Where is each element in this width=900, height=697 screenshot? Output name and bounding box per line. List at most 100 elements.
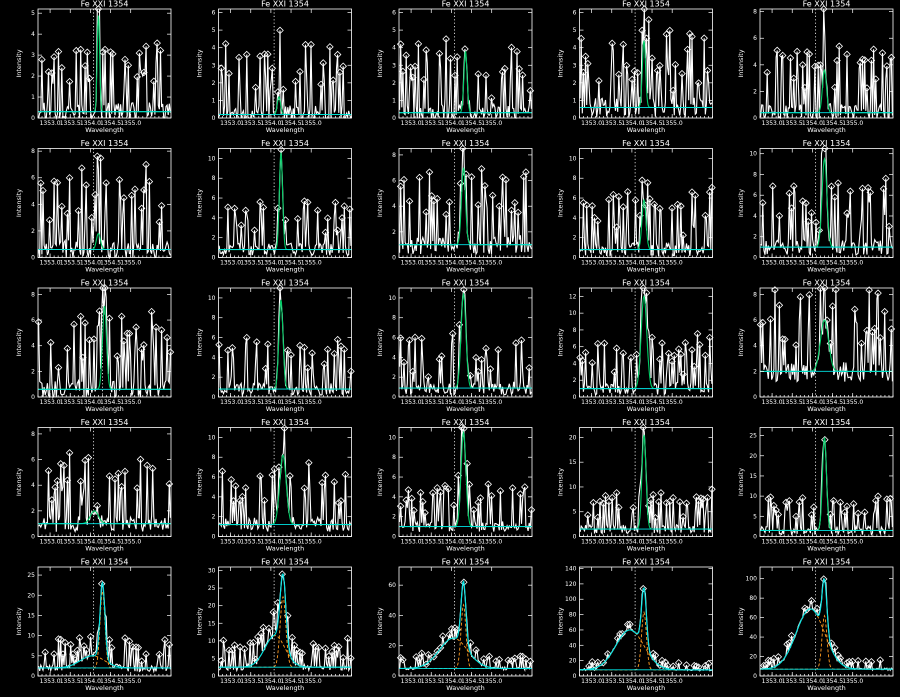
data-point-marker: [887, 325, 896, 333]
observed-spectrum-line: [218, 30, 352, 119]
x-tick-label: 1355.0: [842, 260, 863, 267]
y-tick-label: 8: [212, 315, 216, 322]
x-tick-label: 1353.5: [421, 678, 442, 685]
data-point-marker: [638, 26, 646, 35]
plot-frame: [579, 427, 713, 537]
data-point-marker: [785, 497, 794, 505]
data-point-marker: [54, 363, 63, 372]
data-point-marker: [588, 202, 597, 210]
data-point-marker: [783, 640, 791, 648]
data-point-marker: [869, 45, 878, 54]
data-point-marker: [135, 49, 144, 57]
data-point-marker: [132, 643, 140, 651]
y-tick-label: 8: [31, 291, 35, 298]
data-point-marker: [686, 29, 694, 38]
data-point-marker: [73, 646, 82, 655]
data-point-marker: [666, 26, 674, 35]
data-point-marker: [616, 630, 624, 638]
x-tick-label: 1355.0: [662, 539, 683, 546]
data-point-marker: [658, 656, 666, 665]
data-point-marker: [626, 620, 634, 629]
x-axis-label: Wavelength: [807, 266, 846, 274]
data-point-marker: [292, 646, 301, 654]
data-point-marker: [63, 476, 72, 485]
data-point-marker: [576, 353, 584, 362]
data-point-marker: [858, 184, 867, 193]
data-point-marker: [102, 179, 110, 187]
spectrum-panel-20: Fe XXI 1354 1353.0 1353.5 1354.0 1354.5 1355.…: [737, 418, 894, 553]
y-tick-label: 12: [569, 293, 577, 300]
panel-title: Fe XXI 1354: [442, 418, 490, 427]
data-point-marker: [133, 484, 141, 492]
data-point-marker: [439, 632, 447, 640]
data-point-marker: [656, 61, 664, 70]
observed-spectrum-line: [218, 428, 352, 532]
data-point-marker: [399, 656, 407, 664]
panel-title: Fe XXI 1354: [261, 0, 309, 9]
data-point-marker: [411, 62, 419, 71]
y-tick-label: 5: [392, 27, 396, 34]
data-point-marker: [774, 510, 783, 519]
y-tick-label: 30: [208, 568, 216, 575]
data-point-marker: [269, 608, 278, 616]
y-tick-label: 6: [212, 195, 216, 202]
data-point-marker: [50, 650, 58, 658]
data-point-marker: [259, 623, 268, 632]
data-point-marker: [508, 484, 517, 492]
x-axis-label: Wavelength: [266, 684, 305, 692]
data-point-marker: [85, 336, 94, 344]
data-point-marker: [39, 186, 47, 195]
data-point-marker: [482, 344, 490, 353]
data-point-marker: [117, 482, 126, 491]
data-point-marker: [801, 83, 809, 92]
data-point-marker: [53, 477, 62, 485]
y-tick-label: 40: [749, 634, 757, 641]
data-point-marker: [608, 493, 616, 502]
y-tick-label: 0: [573, 534, 577, 541]
data-point-marker: [219, 636, 228, 645]
data-point-marker: [501, 64, 509, 73]
x-tick-label: 1353.0: [762, 539, 783, 546]
y-axis-label: Intensity: [376, 468, 384, 496]
data-point-marker: [622, 61, 631, 70]
data-point-marker: [420, 75, 428, 84]
x-tick-label: 1353.0: [401, 678, 422, 685]
data-point-marker: [579, 68, 588, 77]
data-point-marker: [407, 494, 416, 503]
x-tick-label: 1355.0: [662, 120, 683, 127]
y-tick-label: 15: [749, 473, 757, 480]
y-tick-label: 2: [212, 374, 216, 381]
data-point-marker: [704, 659, 713, 668]
x-axis-label: Wavelength: [627, 684, 666, 692]
data-point-marker: [487, 94, 496, 102]
data-point-marker: [405, 336, 414, 344]
y-tick-label: 8: [573, 327, 577, 334]
data-point-marker: [415, 654, 424, 663]
data-point-marker: [795, 498, 804, 506]
data-point-marker: [648, 54, 656, 62]
data-point-marker: [600, 339, 609, 348]
y-tick-label: 6: [212, 335, 216, 342]
y-axis-label: Intensity: [376, 607, 384, 635]
data-point-marker: [241, 484, 250, 492]
x-tick-label: 1353.0: [220, 678, 241, 685]
data-point-marker: [651, 651, 660, 660]
data-point-marker: [781, 335, 789, 344]
y-tick-label: 10: [749, 493, 757, 500]
data-point-marker: [34, 318, 43, 326]
panel-title: Fe XXI 1354: [622, 418, 670, 427]
data-point-marker: [615, 70, 623, 79]
x-tick-label: 1354.0: [441, 260, 462, 267]
data-point-marker: [579, 198, 588, 207]
data-point-marker: [238, 492, 247, 501]
data-point-marker: [481, 181, 489, 190]
x-tick-label: 1353.5: [60, 120, 81, 127]
data-point-marker: [588, 658, 597, 666]
data-point-marker: [339, 62, 347, 70]
data-point-marker: [264, 340, 272, 349]
data-point-marker: [860, 508, 869, 516]
x-axis-label: Wavelength: [627, 266, 666, 274]
data-point-marker: [396, 334, 405, 342]
data-point-marker: [415, 173, 424, 182]
x-tick-label: 1354.5: [461, 260, 482, 267]
